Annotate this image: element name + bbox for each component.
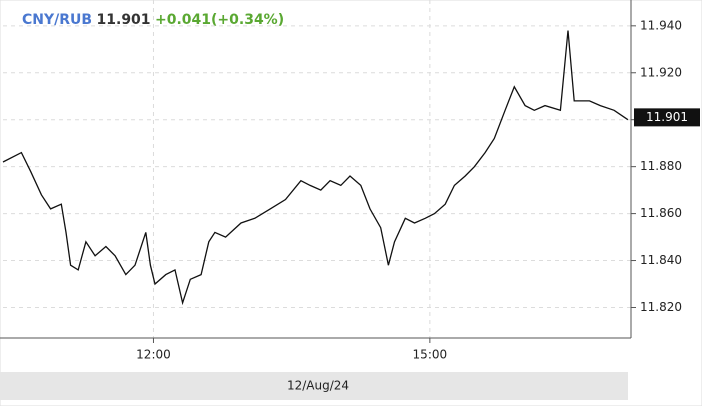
x-tick-label: 12:00 bbox=[136, 348, 171, 362]
date-label: 12/Aug/24 bbox=[287, 379, 349, 393]
price-box bbox=[634, 108, 700, 127]
price: 11.901 bbox=[97, 12, 151, 28]
y-tick-label: 11.820 bbox=[640, 300, 682, 314]
y-tick-label: 11.920 bbox=[640, 65, 682, 79]
y-tick-label: 11.880 bbox=[640, 159, 682, 173]
price-line bbox=[2, 30, 629, 306]
y-tick-label: 11.860 bbox=[640, 206, 682, 220]
y-tick-label: 11.840 bbox=[640, 253, 682, 267]
date-band bbox=[0, 372, 628, 400]
symbol: CNY/RUB bbox=[22, 12, 92, 28]
change: +0.041(+0.34%) bbox=[155, 12, 284, 28]
x-tick-label: 15:00 bbox=[413, 348, 448, 362]
price-box-label: 11.901 bbox=[646, 110, 688, 124]
y-tick-label: 11.940 bbox=[640, 18, 682, 32]
header: CNY/RUB 11.901 +0.041(+0.34%) bbox=[22, 12, 284, 28]
